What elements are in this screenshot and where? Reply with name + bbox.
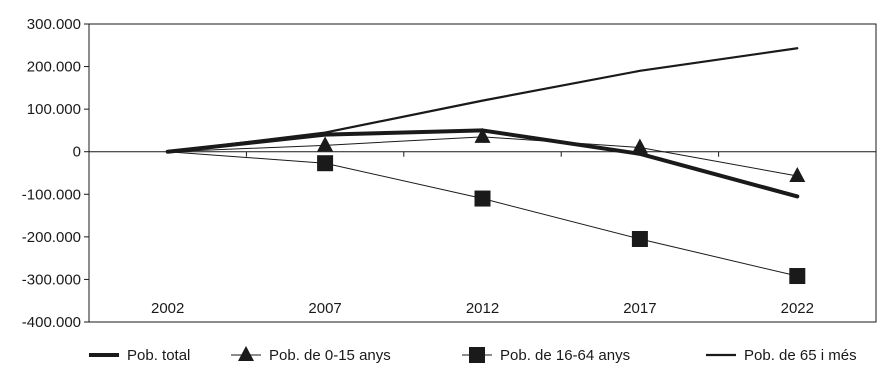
legend-label-2: Pob. de 0-15 anys	[269, 347, 391, 364]
y-tick-label: -300.000	[22, 271, 81, 288]
y-tick-label: -400.000	[22, 314, 81, 331]
x-axis-tick-labels: 2002 2007 2012 2017 2022	[151, 300, 814, 317]
series-2-point	[631, 138, 648, 154]
plot-border	[88, 23, 877, 323]
y-tick-label: -100.000	[22, 186, 81, 203]
x-tick-label: 2002	[151, 300, 184, 317]
series-4-line	[166, 47, 799, 153]
legend-label-4: Pob. de 65 i més	[744, 347, 857, 364]
axes-layer	[88, 23, 877, 323]
y-tick-label: 300.000	[27, 16, 81, 33]
series-layer	[165, 47, 806, 285]
y-tick-label: 200.000	[27, 59, 81, 76]
series-2-point	[474, 127, 491, 143]
x-tick-label: 2017	[623, 300, 656, 317]
y-axis-tick-labels: 300.000 200.000 100.000 0 -100.000 -200.000 -3…	[22, 16, 89, 331]
series-2	[167, 127, 806, 182]
series-3-point	[317, 155, 334, 172]
y-tick-label: -200.000	[22, 229, 81, 246]
legend-label-3: Pob. de 16-64 anys	[500, 347, 630, 364]
series-3	[167, 151, 806, 285]
series-3-point	[789, 268, 806, 285]
legend-item-4: Pob. de 65 i més	[706, 347, 857, 364]
series-2-point	[789, 166, 806, 182]
series-3-point	[474, 190, 491, 207]
y-tick-label: 0	[73, 144, 81, 161]
legend-marker-3	[469, 347, 485, 363]
legend-marker-2	[238, 346, 254, 361]
series-2-point	[317, 136, 334, 152]
x-tick-label: 2007	[308, 300, 341, 317]
x-tick-label: 2022	[781, 300, 814, 317]
series-4	[166, 47, 799, 153]
legend-item-1: Pob. total	[89, 347, 190, 364]
y-tick-label: 100.000	[27, 101, 81, 118]
legend: Pob. total Pob. de 0-15 anys Pob. de 16-64…	[89, 346, 857, 364]
x-tick-label: 2012	[466, 300, 499, 317]
legend-label-1: Pob. total	[127, 347, 190, 364]
legend-item-2: Pob. de 0-15 anys	[231, 346, 391, 364]
series-3-point	[631, 230, 648, 247]
legend-item-3: Pob. de 16-64 anys	[462, 347, 630, 364]
